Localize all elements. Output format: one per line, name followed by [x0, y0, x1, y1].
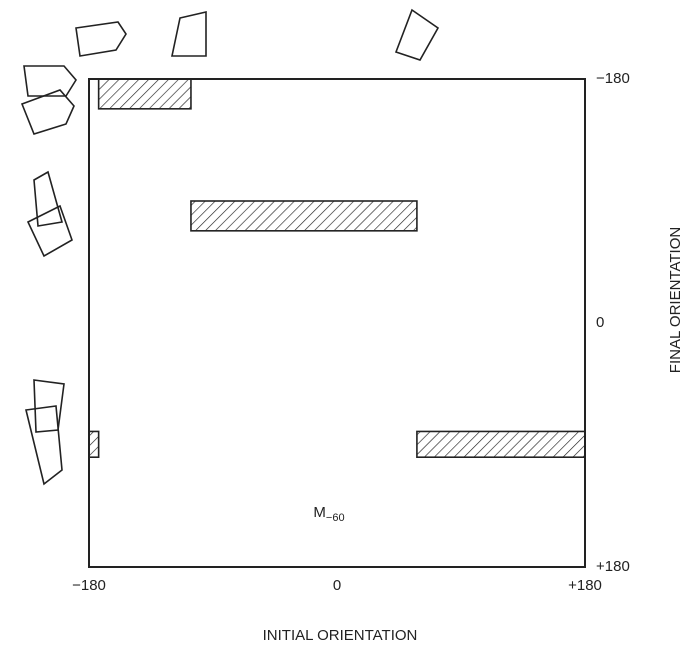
- x-tick-label: −180: [72, 577, 106, 594]
- icon: [396, 10, 438, 60]
- chart: INITIAL ORIENTATION FINAL ORIENTATION −1…: [0, 0, 694, 652]
- y-tick-label: 0: [596, 314, 604, 331]
- annotation-main: M: [313, 504, 326, 521]
- range-box: [191, 201, 417, 231]
- icon: [76, 22, 126, 56]
- x-axis-label: INITIAL ORIENTATION: [263, 627, 418, 644]
- icon: [24, 66, 76, 96]
- x-tick-label: 0: [333, 577, 341, 594]
- orientation-icons: [22, 10, 438, 484]
- range-box: [99, 79, 191, 109]
- range-box: [417, 431, 585, 457]
- x-tick-label: +180: [568, 577, 602, 594]
- plot-frame: [89, 79, 585, 567]
- y-axis-label: FINAL ORIENTATION: [667, 227, 684, 373]
- icon: [172, 12, 206, 56]
- icon: [34, 172, 62, 226]
- y-tick-label: +180: [596, 558, 630, 575]
- y-tick-label: −180: [596, 70, 630, 87]
- icon: [26, 406, 62, 484]
- annotation: M−60: [313, 504, 344, 524]
- icon: [28, 206, 72, 256]
- annotation-subscript: −60: [326, 512, 345, 524]
- range-box: [89, 431, 99, 457]
- icon: [34, 380, 64, 432]
